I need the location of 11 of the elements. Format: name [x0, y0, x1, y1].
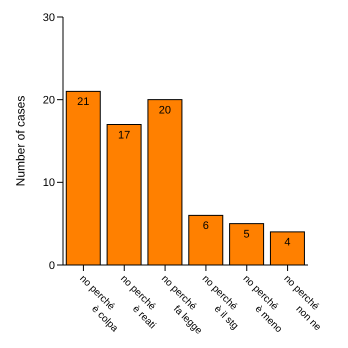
data-label: 17	[118, 129, 130, 142]
y-tick-label: 0	[48, 260, 55, 272]
data-label: 21	[77, 96, 90, 108]
data-label: 5	[244, 228, 250, 240]
y-axis-title: Number of cases	[13, 96, 28, 186]
y-tick-label: 30	[42, 12, 55, 24]
y-tick-label: 10	[42, 177, 55, 190]
y-tick-label: 20	[42, 94, 55, 107]
data-label: 6	[202, 220, 209, 232]
data-label: 4	[284, 236, 290, 249]
data-label: 20	[158, 104, 172, 116]
